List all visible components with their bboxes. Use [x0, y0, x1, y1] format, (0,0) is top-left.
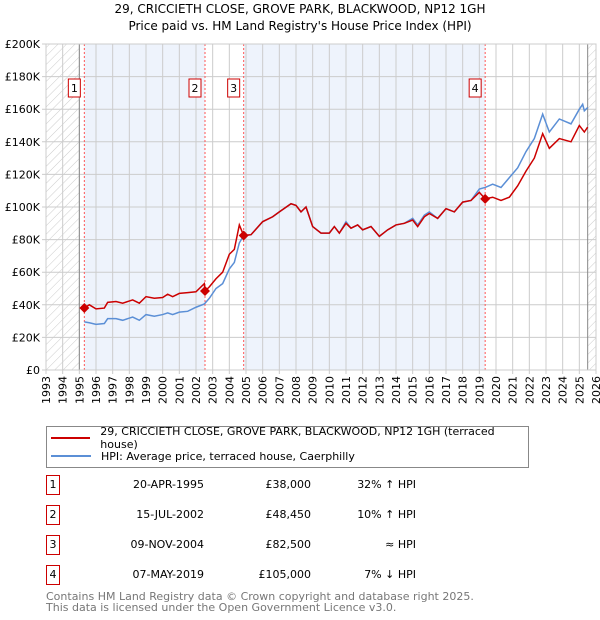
x-tick-label: 2010: [323, 376, 336, 404]
transaction-date: 07-MAY-2019: [132, 568, 204, 581]
x-tick-label: 2019: [473, 376, 486, 404]
y-tick-label: £60K: [12, 266, 41, 279]
x-tick-label: 2013: [373, 376, 386, 404]
chart-legend: 29, CRICCIETH CLOSE, GROVE PARK, BLACKWO…: [46, 425, 529, 468]
footer-licence: This data is licensed under the Open Gov…: [46, 601, 397, 614]
transaction-hpi: 10% ↑ HPI: [357, 508, 416, 521]
y-tick-label: £160K: [5, 103, 41, 116]
transaction-row: 4 07-MAY-2019 £105,000 7% ↓ HPI: [46, 565, 446, 585]
legend-item-property: 29, CRICCIETH CLOSE, GROVE PARK, BLACKWO…: [51, 425, 528, 451]
transaction-marker: 2: [46, 505, 60, 525]
legend-swatch-red: [51, 437, 91, 439]
y-tick-label: £100K: [5, 201, 41, 214]
transaction-marker: 4: [46, 565, 60, 585]
x-tick-label: 2023: [540, 376, 553, 404]
plot-frame: [45, 43, 597, 371]
legend-label: HPI: Average price, terraced house, Caer…: [101, 449, 355, 463]
transaction-hpi: ≈ HPI: [385, 538, 416, 551]
y-tick-label: £140K: [5, 136, 41, 149]
y-tick-label: £0: [26, 364, 40, 377]
transaction-row: 2 15-JUL-2002 £48,450 10% ↑ HPI: [46, 505, 446, 525]
x-tick-label: 2021: [507, 376, 520, 404]
transaction-date: 09-NOV-2004: [130, 538, 204, 551]
x-tick-label: 2017: [440, 376, 453, 404]
x-tick-label: 2015: [407, 376, 420, 404]
chart-title: 29, CRICCIETH CLOSE, GROVE PARK, BLACKWO…: [114, 2, 486, 16]
sale-label-box: [67, 78, 81, 98]
x-tick-label: 2011: [340, 376, 353, 404]
sale-label: 3: [230, 82, 237, 95]
transaction-row: 3 09-NOV-2004 £82,500 ≈ HPI: [46, 535, 446, 555]
x-tick-label: 2003: [207, 376, 220, 404]
y-tick-label: £80K: [12, 234, 41, 247]
footer-copyright: Contains HM Land Registry data © Crown c…: [46, 590, 474, 603]
x-tick-label: 2016: [423, 376, 436, 404]
x-tick-label: 1997: [107, 376, 120, 404]
sale-label: 1: [71, 82, 78, 95]
chart-subtitle: Price paid vs. HM Land Registry's House …: [128, 19, 472, 33]
sale-point: [480, 193, 491, 204]
x-tick-label: 2007: [273, 376, 286, 404]
transaction-row: 1 20-APR-1995 £38,000 32% ↑ HPI: [46, 475, 446, 495]
x-tick-label: 2022: [523, 376, 536, 404]
sale-label-box: [188, 78, 202, 98]
transaction-hpi: 7% ↓ HPI: [364, 568, 416, 581]
x-tick-label: 2002: [190, 376, 203, 404]
x-tick-label: 2014: [390, 376, 403, 404]
x-tick-label: 1999: [140, 376, 153, 404]
transaction-marker: 3: [46, 535, 60, 555]
x-tick-label: 2012: [357, 376, 370, 404]
transaction-marker: 1: [46, 475, 60, 495]
x-tick-label: 1998: [123, 376, 136, 404]
x-tick-label: 2000: [157, 376, 170, 404]
x-tick-label: 1994: [57, 376, 70, 404]
sale-point: [79, 303, 90, 314]
sale-point: [238, 230, 249, 241]
sale-point: [200, 286, 210, 297]
legend-item-hpi: HPI: Average price, terraced house, Caer…: [51, 448, 355, 464]
x-tick-label: 1993: [40, 376, 53, 404]
x-tick-label: 2020: [490, 376, 503, 404]
transaction-price: £105,000: [258, 568, 312, 581]
sale-label-box: [227, 78, 241, 98]
legend-swatch-blue: [51, 455, 91, 457]
sale-label: 4: [472, 82, 479, 95]
y-tick-label: £40K: [12, 299, 41, 312]
transaction-date: 20-APR-1995: [132, 478, 204, 491]
x-tick-label: 1995: [73, 376, 86, 404]
x-tick-label: 2005: [240, 376, 253, 404]
transaction-price: £82,500: [265, 538, 312, 551]
y-tick-label: £20K: [12, 331, 41, 344]
x-tick-label: 2018: [457, 376, 470, 404]
y-tick-label: £180K: [5, 71, 41, 84]
x-tick-label: 2004: [223, 376, 236, 404]
sale-label-box: [468, 78, 482, 98]
y-tick-label: £120K: [5, 168, 41, 181]
x-tick-label: 2026: [590, 376, 600, 404]
transaction-price: £38,000: [265, 478, 312, 491]
sale-label: 2: [192, 82, 199, 95]
x-tick-label: 2006: [257, 376, 270, 404]
price-chart: 1993 1994 1995 1996 1997 1998 1999 2000 2001 2002…: [5, 38, 600, 404]
x-tick-label: 2009: [307, 376, 320, 404]
x-tick-label: 2001: [173, 376, 186, 404]
x-tick-label: 2008: [290, 376, 303, 404]
legend-label: 29, CRICCIETH CLOSE, GROVE PARK, BLACKWO…: [100, 425, 495, 451]
transaction-hpi: 32% ↑ HPI: [357, 478, 416, 491]
property-price-line: [83, 124, 589, 310]
x-tick-label: 2024: [557, 376, 570, 404]
x-tick-label: 1996: [90, 376, 103, 404]
transaction-date: 15-JUL-2002: [136, 508, 204, 521]
transaction-price: £48,450: [265, 508, 312, 521]
x-tick-label: 2025: [573, 376, 586, 404]
y-tick-label: £200K: [5, 38, 41, 51]
